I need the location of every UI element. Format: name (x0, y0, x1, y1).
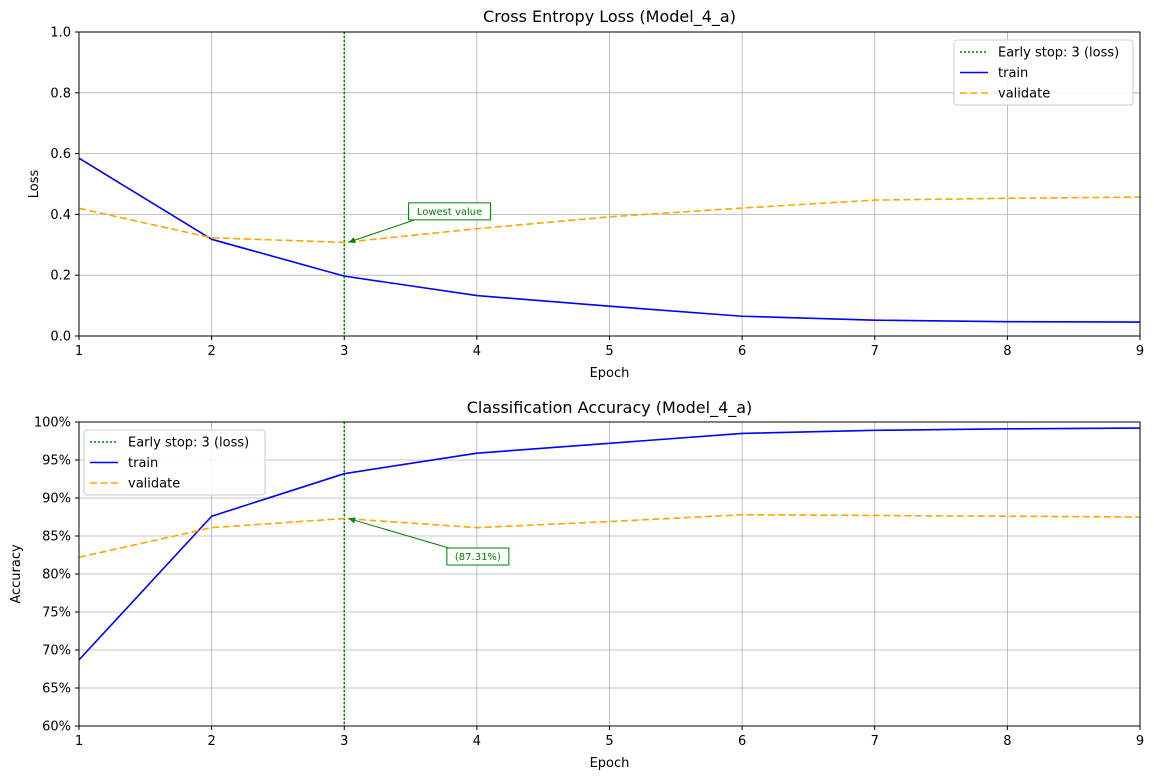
annotation-text: Lowest value (417, 207, 482, 218)
legend-label-validate: validate (128, 477, 180, 492)
x-axis-label: Epoch (590, 366, 630, 381)
x-tick-label: 1 (75, 734, 83, 749)
loss-chart: 1 2 3 4 5 6 7 8 9 0.0 0.2 0.4 0.6 0.8 1.0 Cross Entropy… (27, 7, 1144, 381)
x-tick-label: 5 (605, 734, 613, 749)
annotation: Lowest value (348, 202, 492, 243)
y-tick-label: 0.6 (50, 147, 71, 162)
annotation: (87.31%) (348, 517, 510, 566)
y-axis-label: Accuracy (9, 544, 24, 604)
accuracy-chart: 1 2 3 4 5 6 7 8 9 60% 65% 70% 75% 80% 85% 90% 95% 100% Cla… (9, 398, 1144, 771)
series-line-validate (78, 513, 1141, 559)
x-tick-label: 3 (340, 734, 348, 749)
legend-box (83, 429, 266, 496)
y-axis-label: Loss (27, 170, 42, 199)
x-tick-label: 4 (473, 734, 481, 749)
x-tick-label: 9 (1136, 344, 1144, 359)
annotation-box (446, 547, 510, 566)
annotation-arrow (348, 517, 450, 549)
x-tick-label: 3 (340, 344, 348, 359)
legend-box (953, 39, 1134, 106)
x-tick-label: 6 (738, 734, 746, 749)
y-tick-label: 85% (42, 530, 71, 545)
y-tick-label: 0.2 (50, 269, 71, 284)
series-line-train (78, 427, 1141, 661)
x-tick-label: 5 (605, 344, 613, 359)
annotation-arrow (348, 219, 415, 243)
x-tick-label: 9 (1136, 734, 1144, 749)
y-tick-label: 95% (42, 454, 71, 469)
x-tick-label: 8 (1003, 734, 1011, 749)
x-tick-label: 2 (207, 344, 215, 359)
y-tick-label: 70% (42, 644, 71, 659)
legend-label-validate: validate (998, 87, 1050, 102)
legend-label-train: train (128, 456, 158, 471)
y-tick-label: 80% (42, 568, 71, 583)
annotation-text: (87.31%) (455, 552, 501, 563)
legend: Early stop: 3 (loss) train validate (953, 39, 1134, 106)
chart-title: Cross Entropy Loss (Model_4_a) (483, 7, 736, 27)
x-tick-label: 4 (473, 344, 481, 359)
y-tick-label: 75% (42, 606, 71, 621)
y-tick-label: 65% (42, 682, 71, 697)
y-tick-label: 90% (42, 492, 71, 507)
x-tick-label: 2 (207, 734, 215, 749)
x-tick-label: 7 (871, 344, 879, 359)
x-tick-label: 7 (871, 734, 879, 749)
y-tick-label: 60% (42, 720, 71, 735)
x-tick-label: 8 (1003, 344, 1011, 359)
y-tick-label: 100% (34, 416, 71, 431)
annotation-arrowhead (348, 517, 356, 524)
legend-label-early-stop: Early stop: 3 (loss) (998, 46, 1119, 61)
x-axis-label: Epoch (590, 756, 630, 771)
x-tick-label: 1 (75, 344, 83, 359)
y-tick-label: 1.0 (50, 26, 71, 41)
legend: Early stop: 3 (loss) train validate (83, 429, 266, 496)
y-tick-label: 0.4 (50, 208, 71, 223)
annotation-box (408, 202, 492, 221)
y-tick-label: 0.0 (50, 330, 71, 345)
legend-label-train: train (998, 66, 1028, 81)
chart-title: Classification Accuracy (Model_4_a) (467, 398, 753, 418)
series-line-validate (78, 196, 1141, 244)
annotation-arrowhead (348, 237, 356, 243)
y-tick-label: 0.8 (50, 86, 71, 101)
series-line-train (78, 157, 1141, 323)
x-tick-label: 6 (738, 344, 746, 359)
legend-label-early-stop: Early stop: 3 (loss) (128, 436, 249, 451)
